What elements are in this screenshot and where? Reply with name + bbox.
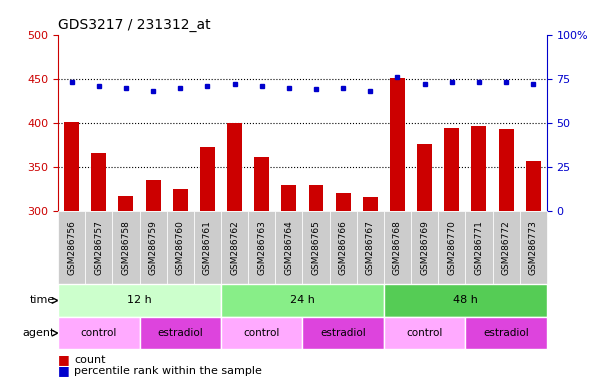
Text: GSM286772: GSM286772	[502, 220, 511, 275]
Text: GSM286770: GSM286770	[447, 220, 456, 275]
Bar	[64, 122, 79, 211]
Bar	[526, 161, 541, 211]
Text: GSM286758: GSM286758	[122, 220, 130, 275]
Text: GSM286757: GSM286757	[94, 220, 103, 275]
Bar	[444, 128, 459, 211]
Bar	[309, 185, 323, 211]
Bar	[417, 144, 432, 211]
Text: 12 h: 12 h	[127, 295, 152, 306]
Bar	[499, 129, 514, 211]
Bar	[282, 185, 296, 211]
Text: agent: agent	[23, 328, 55, 338]
Text: GSM286768: GSM286768	[393, 220, 402, 275]
Bar	[390, 78, 405, 211]
Bar	[363, 197, 378, 211]
Text: control: control	[406, 328, 443, 338]
Text: GSM286765: GSM286765	[312, 220, 321, 275]
Bar	[227, 123, 242, 211]
Bar	[145, 180, 161, 211]
Text: GSM286761: GSM286761	[203, 220, 212, 275]
Bar	[173, 189, 188, 211]
Text: GSM286759: GSM286759	[148, 220, 158, 275]
Text: time: time	[30, 295, 55, 306]
Text: GDS3217 / 231312_at: GDS3217 / 231312_at	[58, 18, 211, 32]
Text: GSM286760: GSM286760	[176, 220, 185, 275]
Text: GSM286767: GSM286767	[366, 220, 375, 275]
Bar	[472, 126, 486, 211]
Text: control: control	[81, 328, 117, 338]
Text: GSM286764: GSM286764	[284, 220, 293, 275]
Bar	[200, 147, 215, 211]
Text: GSM286771: GSM286771	[475, 220, 483, 275]
Text: GSM286766: GSM286766	[338, 220, 348, 275]
Text: 48 h: 48 h	[453, 295, 478, 306]
Text: percentile rank within the sample: percentile rank within the sample	[74, 366, 262, 376]
Text: estradiol: estradiol	[320, 328, 366, 338]
Bar	[254, 157, 269, 211]
Text: GSM286762: GSM286762	[230, 220, 239, 275]
Bar	[119, 196, 133, 211]
Text: GSM286769: GSM286769	[420, 220, 429, 275]
Text: estradiol: estradiol	[158, 328, 203, 338]
Text: GSM286773: GSM286773	[529, 220, 538, 275]
Text: GSM286763: GSM286763	[257, 220, 266, 275]
Bar	[335, 193, 351, 211]
Text: ■: ■	[58, 353, 70, 366]
Text: estradiol: estradiol	[483, 328, 529, 338]
Text: ■: ■	[58, 364, 70, 377]
Text: count: count	[74, 355, 106, 365]
Bar	[91, 153, 106, 211]
Text: control: control	[244, 328, 280, 338]
Text: 24 h: 24 h	[290, 295, 315, 306]
Text: GSM286756: GSM286756	[67, 220, 76, 275]
